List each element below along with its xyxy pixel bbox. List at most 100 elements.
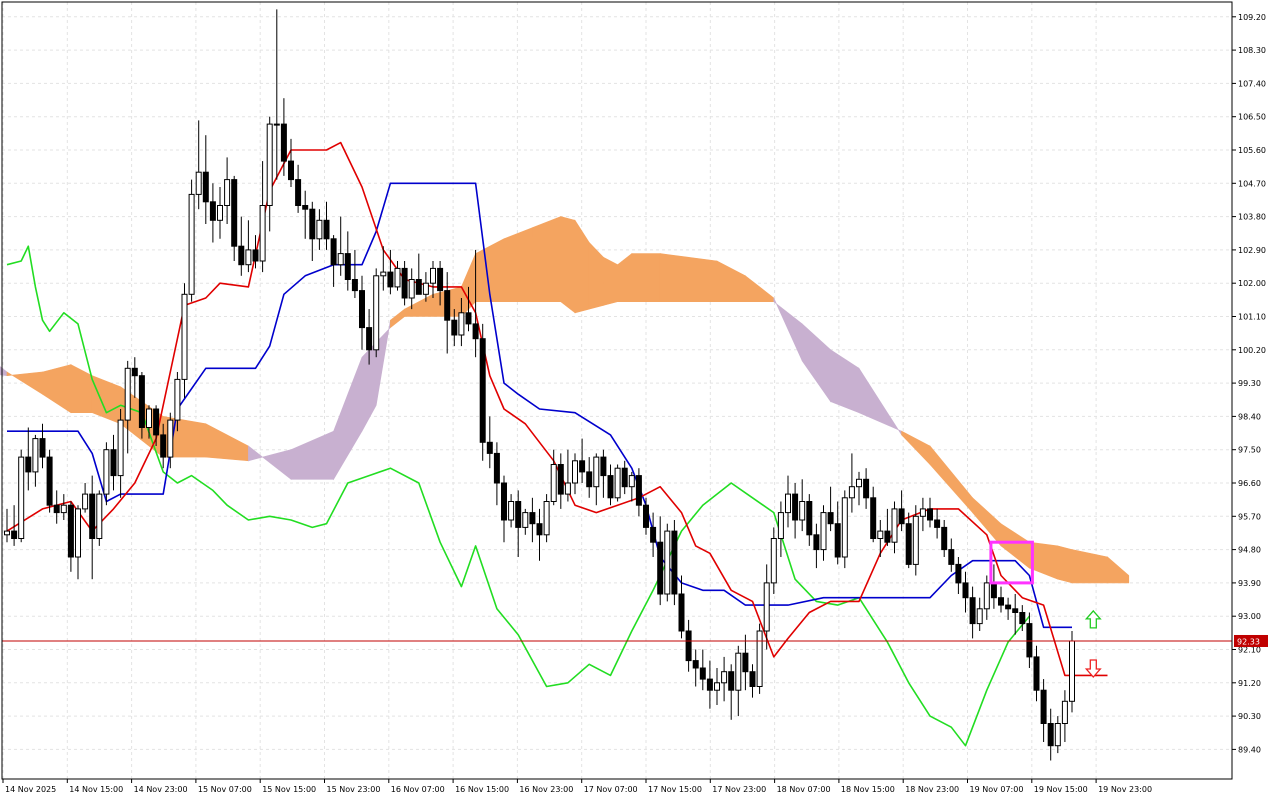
candle-body <box>4 530 10 536</box>
candle-body <box>359 290 365 329</box>
candle-body <box>671 530 678 595</box>
candle-body <box>856 478 862 488</box>
candle-body <box>224 179 231 207</box>
candle-body <box>685 630 692 662</box>
candle-body <box>266 123 273 206</box>
candle <box>586 457 593 498</box>
candle-body <box>728 671 735 691</box>
candle <box>444 272 451 354</box>
candle-body <box>664 530 671 595</box>
candle <box>401 261 408 306</box>
candle-body <box>706 678 713 691</box>
candle <box>529 497 536 543</box>
candle-body <box>678 593 685 632</box>
y-tick-label: 100.20 <box>1238 346 1266 355</box>
candle-body <box>508 501 515 521</box>
candle <box>82 483 89 513</box>
candle-body <box>330 238 337 266</box>
candle-body <box>1047 723 1054 747</box>
candle-body <box>799 501 806 521</box>
candle <box>1047 708 1054 761</box>
y-tick-label: 90.30 <box>1238 712 1261 721</box>
candle <box>841 490 848 569</box>
candle <box>280 98 287 176</box>
y-tick-label: 104.70 <box>1238 179 1266 188</box>
candle-body <box>777 512 784 539</box>
current-price-label: 92.33 <box>1237 637 1260 646</box>
candle <box>799 479 806 532</box>
candle-body <box>785 493 791 514</box>
candle-body <box>380 271 387 277</box>
candle <box>4 508 10 543</box>
x-tick-label: 16 Nov 07:00 <box>391 785 445 794</box>
candle-body <box>614 467 621 499</box>
y-tick-label: 93.90 <box>1238 579 1261 588</box>
y-tick-label: 102.00 <box>1238 279 1266 288</box>
candle <box>273 9 280 180</box>
x-tick-label: 17 Nov 23:00 <box>712 785 766 794</box>
y-tick-label: 93.00 <box>1238 612 1261 621</box>
x-tick-label: 14 Nov 23:00 <box>134 785 188 794</box>
candle <box>1069 631 1075 713</box>
arrow-up-icon <box>1084 609 1102 629</box>
candle-body <box>515 501 522 528</box>
candle-body <box>46 456 53 506</box>
candle <box>671 520 678 606</box>
candle-body <box>53 504 60 514</box>
candle <box>344 231 351 291</box>
x-tick-label: 14 Nov 2025 <box>5 785 56 794</box>
candle <box>1061 690 1068 742</box>
y-tick-label: 99.30 <box>1238 379 1261 388</box>
candle <box>458 298 465 347</box>
candle <box>479 323 486 461</box>
candle <box>650 512 657 557</box>
candle <box>67 501 74 572</box>
candle-body <box>273 123 280 126</box>
candle <box>486 416 493 469</box>
x-tick-label: 16 Nov 15:00 <box>455 785 509 794</box>
candle <box>131 357 138 398</box>
kumo-segment-bull <box>603 256 618 306</box>
candle-body <box>742 652 749 673</box>
candle-body <box>564 482 571 495</box>
candle <box>572 453 578 495</box>
candle-body <box>1019 612 1026 625</box>
candle-body <box>32 438 39 473</box>
candle-body <box>763 582 770 632</box>
candle <box>834 501 841 565</box>
candle <box>742 634 749 691</box>
candle <box>685 619 692 672</box>
chikou-span-line <box>6 245 1031 747</box>
candle <box>501 475 507 543</box>
candle <box>153 405 160 446</box>
candle <box>53 490 60 524</box>
candle <box>891 501 898 554</box>
y-tick-label: 105.60 <box>1238 146 1266 155</box>
candle-body <box>479 338 486 443</box>
candle-body <box>195 171 202 195</box>
candle <box>259 161 266 273</box>
candle <box>217 187 223 239</box>
candle-body <box>60 504 67 514</box>
candle-body <box>941 526 948 551</box>
candle-body <box>572 460 578 484</box>
candle <box>408 268 415 310</box>
candle <box>75 505 81 580</box>
candle-body <box>998 597 1004 606</box>
candle <box>224 157 231 224</box>
current-price-tag <box>1234 634 1268 647</box>
candle-body <box>188 193 195 295</box>
candle-body <box>955 563 962 584</box>
candle <box>174 372 181 432</box>
candle <box>387 249 394 295</box>
candle <box>820 505 827 561</box>
candle <box>792 483 799 539</box>
candle-body <box>877 530 884 539</box>
candle <box>749 664 756 698</box>
candle-body <box>912 515 919 565</box>
candle-body <box>841 497 848 558</box>
x-tick-label: 15 Nov 23:00 <box>327 785 381 794</box>
candle <box>96 490 103 546</box>
arrow-down-icon <box>1084 659 1102 678</box>
